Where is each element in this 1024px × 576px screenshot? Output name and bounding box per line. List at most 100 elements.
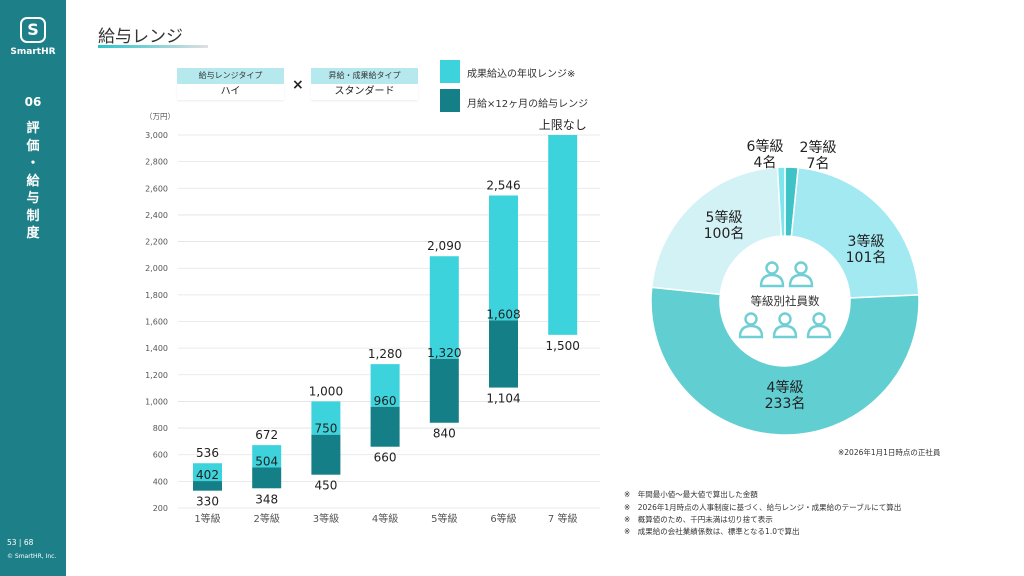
donut-slice-grade-label: 2等級	[800, 139, 837, 156]
y-tick-label: 1,800	[145, 291, 168, 300]
section-title-char: 与	[26, 191, 40, 206]
raise-type-value: スタンダード	[311, 84, 418, 100]
donut-slice	[790, 166, 920, 299]
sidebar: S SmartHR 06 評 価 ・ 給 与 制 度 53 | 68 © Sma…	[0, 0, 66, 576]
bar-annual-range	[548, 135, 578, 335]
bar-monthly-range	[311, 434, 341, 475]
bar-monthly-range	[370, 406, 400, 447]
section-title-char: 制	[26, 208, 40, 224]
bar-top-label: 2,090	[427, 239, 461, 253]
bar-mid-label: 960	[374, 394, 397, 408]
section-title-char: ・	[26, 156, 40, 171]
footnote: ※ 成果給の会社業績係数は、標準となる1.0で算出	[624, 527, 800, 536]
section-title-char: 評	[26, 121, 40, 136]
y-tick-label: 400	[153, 477, 168, 486]
bar-top-label: 1,000	[309, 384, 343, 398]
donut-slice-grade-label: 3等級	[848, 233, 885, 250]
y-tick-label: 1,000	[145, 397, 168, 406]
bar-top-label: 536	[196, 446, 219, 460]
salary-range-type-label: 給与レンジタイプ	[177, 68, 284, 84]
y-tick-label: 2,200	[145, 238, 168, 247]
bar-top-label: 1,280	[368, 347, 402, 361]
bar-annual-range	[311, 401, 341, 435]
title-underline	[98, 45, 208, 48]
bar-monthly-range	[193, 481, 222, 491]
bar-mid-label: 504	[255, 455, 278, 469]
person-icon	[778, 312, 792, 326]
section-number: 06	[24, 95, 42, 109]
bar-annual-range	[489, 195, 518, 321]
donut-slice	[650, 286, 920, 436]
donut-slice	[650, 166, 783, 296]
salary-range-type-value: ハイ	[177, 84, 284, 100]
person-icon	[744, 312, 758, 326]
y-tick-label: 1,600	[145, 318, 168, 327]
y-tick-label: 800	[153, 424, 168, 433]
person-icon	[738, 324, 764, 339]
donut-slice-grade-label: 5等級	[706, 209, 743, 226]
star-note: ※2026年1月1日時点の正社員	[838, 448, 941, 457]
smarthr-logo-icon: S	[20, 17, 46, 43]
person-icon	[759, 273, 785, 288]
bar-bottom-label: 660	[374, 451, 397, 465]
salary-range-type-box: 給与レンジタイプ ハイ	[177, 68, 284, 100]
bar-mid-label: 750	[314, 422, 337, 436]
x-category-label: 6等級	[490, 512, 516, 525]
donut-slice-count-label: 7名	[807, 156, 830, 172]
y-tick-label: 1,200	[145, 371, 168, 380]
person-icon	[812, 312, 826, 326]
y-tick-label: 2,400	[145, 211, 168, 220]
person-icon	[765, 261, 779, 275]
bar-monthly-range	[489, 320, 518, 388]
donut-slice-count-label: 4名	[754, 155, 777, 171]
section-title-char: 給	[26, 173, 40, 189]
donut-center	[722, 238, 848, 364]
donut-center-label: 等級別社員数	[751, 294, 820, 308]
person-icon	[806, 324, 832, 339]
legend-swatch-monthly	[440, 89, 460, 112]
x-category-label: 1等級	[194, 512, 220, 525]
legend-swatch-annual	[440, 60, 460, 83]
y-tick-label: 1,400	[145, 344, 168, 353]
bar-monthly-range	[429, 358, 459, 423]
donut-slice	[776, 166, 786, 237]
bar-monthly-range	[252, 467, 282, 489]
bar-top-label: 2,546	[486, 178, 520, 192]
raise-type-label: 昇給・成果給タイプ	[311, 68, 418, 84]
bar-annual-range	[252, 445, 282, 468]
y-axis-unit-label: （万円）	[145, 112, 175, 121]
page-counter: 53 | 68	[7, 538, 34, 547]
person-icon	[772, 324, 798, 339]
donut-slice-count-label: 100名	[704, 226, 745, 242]
bar-bottom-label: 840	[433, 427, 456, 441]
legend-label-annual: 成果給込の年収レンジ※	[467, 69, 576, 80]
bar-bottom-label: 348	[255, 492, 278, 506]
person-icon	[788, 273, 814, 288]
bar-bottom-label: 1,104	[486, 392, 520, 406]
donut-slice-grade-label: 4等級	[767, 379, 804, 396]
raise-type-box: 昇給・成果給タイプ スタンダード	[311, 68, 418, 100]
bar-top-label: 672	[255, 428, 278, 442]
logo-text: SmartHR	[10, 47, 56, 57]
bar-mid-label: 1,608	[486, 307, 520, 321]
section-title-char: 価	[26, 138, 40, 154]
y-tick-label: 2,600	[145, 184, 168, 193]
donut-slice-count-label: 233名	[765, 396, 806, 412]
bar-mid-label: 1,320	[427, 346, 461, 360]
y-tick-label: 2,800	[145, 158, 168, 167]
x-category-label: 3等級	[313, 512, 339, 525]
bar-annual-range	[370, 364, 400, 407]
footnote: ※ 年間最小値〜最大値で算出した金額	[624, 490, 758, 499]
times-symbol: ×	[292, 77, 304, 93]
y-tick-label: 600	[153, 451, 168, 460]
bar-bottom-label: 450	[314, 479, 337, 493]
footnote: ※ 概算値のため、千円未満は切り捨て表示	[624, 515, 773, 524]
y-tick-label: 2,000	[145, 264, 168, 273]
x-category-label: 4等級	[372, 512, 398, 525]
copyright: © SmartHR, Inc.	[7, 553, 57, 560]
bar-mid-label: 402	[196, 468, 219, 482]
bar-top-label: 上限なし	[539, 118, 587, 132]
bar-bottom-label: 330	[196, 495, 219, 509]
